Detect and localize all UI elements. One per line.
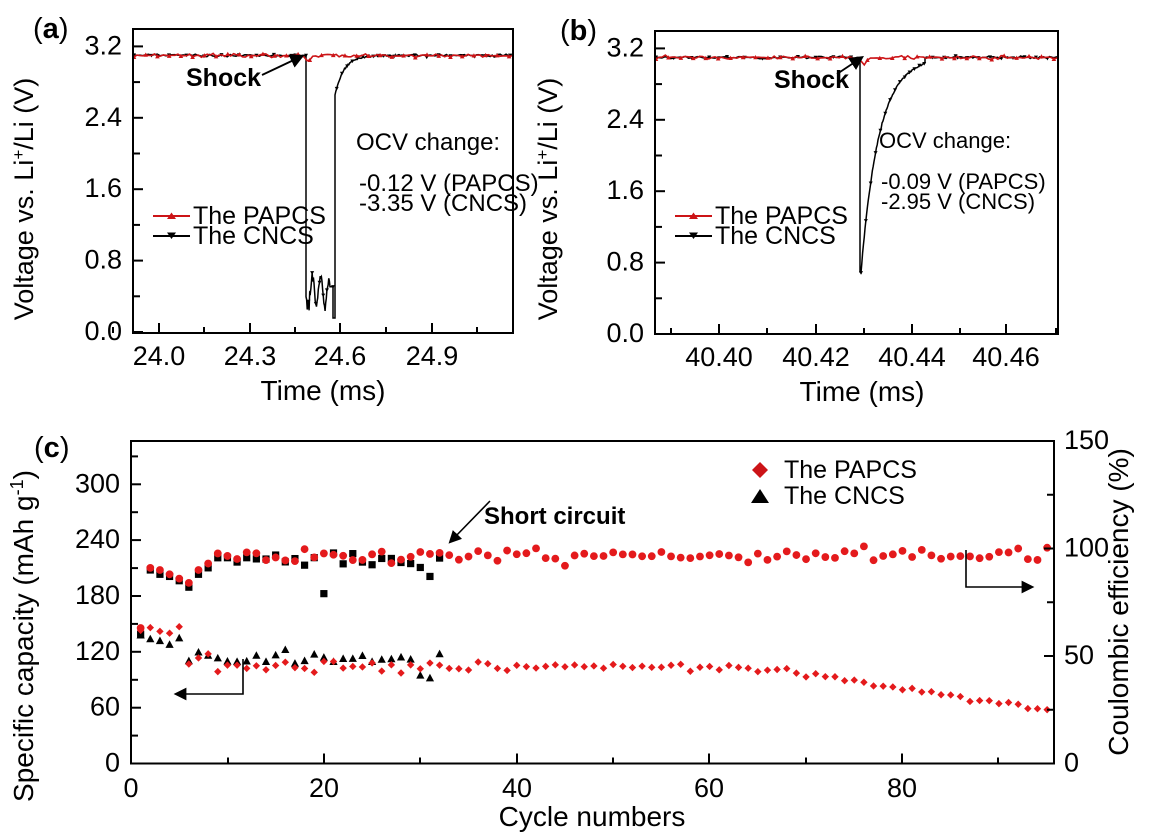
svg-text:120: 120 xyxy=(75,636,120,666)
svg-text:The PAPCS: The PAPCS xyxy=(784,456,917,484)
svg-text:0: 0 xyxy=(123,773,138,803)
svg-text:0.0: 0.0 xyxy=(606,318,644,348)
svg-text:50: 50 xyxy=(1064,640,1094,670)
svg-text:40.42: 40.42 xyxy=(782,342,850,372)
svg-text:Cycle numbers: Cycle numbers xyxy=(499,801,686,832)
svg-text:40.44: 40.44 xyxy=(878,342,946,372)
svg-text:The CNCS: The CNCS xyxy=(193,222,314,250)
svg-text:24.3: 24.3 xyxy=(224,341,277,371)
svg-text:OCV change:: OCV change: xyxy=(356,129,500,156)
svg-text:0.0: 0.0 xyxy=(84,316,122,346)
svg-text:40: 40 xyxy=(502,773,532,803)
svg-text:Specific capacity (mAh g-1): Specific capacity (mAh g-1) xyxy=(7,470,39,802)
svg-text:The CNCS: The CNCS xyxy=(715,222,836,250)
svg-text:300: 300 xyxy=(75,468,120,498)
svg-text:(b): (b) xyxy=(560,15,597,47)
svg-text:Voltage vs. Li+/Li (V): Voltage vs. Li+/Li (V) xyxy=(9,78,40,321)
svg-text:80: 80 xyxy=(887,773,917,803)
svg-text:24.0: 24.0 xyxy=(133,341,186,371)
svg-text:Coulombic efficiency (%): Coulombic efficiency (%) xyxy=(1103,448,1134,756)
svg-text:180: 180 xyxy=(75,580,120,610)
svg-text:Short circuit: Short circuit xyxy=(484,503,625,530)
svg-text:(a): (a) xyxy=(33,13,68,45)
svg-text:Shock: Shock xyxy=(774,66,849,94)
svg-text:Time (ms): Time (ms) xyxy=(261,375,386,406)
svg-text:24.9: 24.9 xyxy=(406,341,459,371)
svg-text:40.40: 40.40 xyxy=(685,342,753,372)
svg-text:Time (ms): Time (ms) xyxy=(800,376,925,407)
svg-text:OCV change:: OCV change: xyxy=(879,128,1011,153)
svg-text:2.4: 2.4 xyxy=(606,104,644,134)
svg-text:The CNCS: The CNCS xyxy=(784,482,905,510)
svg-text:-3.35 V (CNCS): -3.35 V (CNCS) xyxy=(359,190,527,217)
svg-text:60: 60 xyxy=(694,773,724,803)
svg-text:240: 240 xyxy=(75,524,120,554)
svg-text:(c): (c) xyxy=(34,432,69,464)
svg-text:60: 60 xyxy=(90,692,120,722)
svg-text:0.8: 0.8 xyxy=(84,245,122,275)
svg-text:Voltage vs. Li+/Li (V): Voltage vs. Li+/Li (V) xyxy=(533,78,564,321)
svg-text:1.6: 1.6 xyxy=(606,175,644,205)
svg-text:2.4: 2.4 xyxy=(84,102,122,132)
svg-text:3.2: 3.2 xyxy=(606,32,644,62)
svg-text:0: 0 xyxy=(1064,748,1079,778)
svg-text:-2.95 V (CNCS): -2.95 V (CNCS) xyxy=(881,189,1035,214)
svg-text:0.8: 0.8 xyxy=(606,247,644,277)
svg-text:24.6: 24.6 xyxy=(314,341,367,371)
svg-text:Shock: Shock xyxy=(186,64,261,92)
svg-text:3.2: 3.2 xyxy=(84,30,122,60)
svg-text:20: 20 xyxy=(309,773,339,803)
svg-text:0: 0 xyxy=(105,748,120,778)
svg-text:1.6: 1.6 xyxy=(84,173,122,203)
svg-text:40.46: 40.46 xyxy=(972,342,1040,372)
